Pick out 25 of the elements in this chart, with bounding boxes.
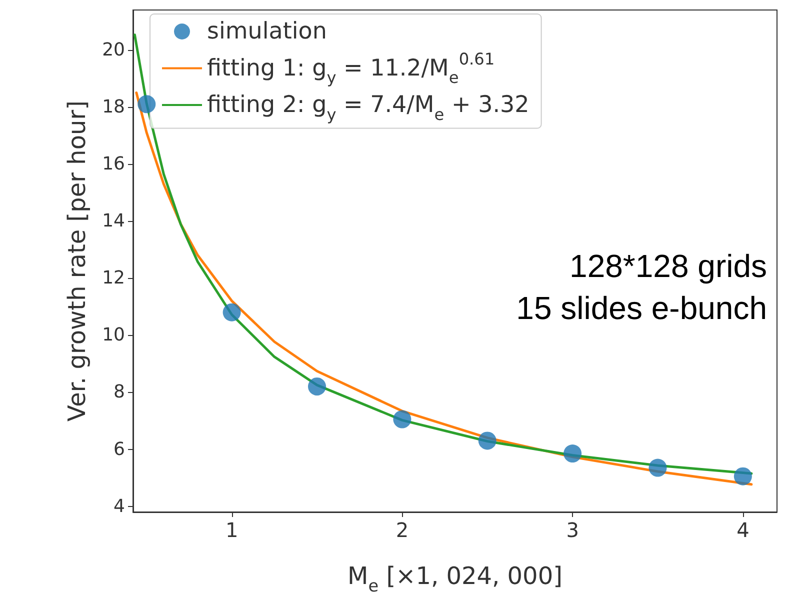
- point: [393, 410, 412, 428]
- x-tick-label: 3: [566, 518, 579, 542]
- y-tick-label: 20: [102, 39, 125, 60]
- point: [308, 378, 326, 396]
- legend-label: simulation: [207, 18, 327, 44]
- y-tick-label: 18: [102, 96, 125, 118]
- point: [648, 458, 667, 477]
- y-tick-label: 16: [102, 154, 125, 175]
- y-tick-label: 10: [102, 324, 125, 346]
- annotation: 15 slides e-bunch: [516, 290, 767, 326]
- y-tick-label: 12: [102, 268, 125, 289]
- point: [222, 303, 241, 322]
- point: [734, 467, 752, 486]
- y-tick-label: 8: [114, 382, 125, 403]
- point: [564, 444, 582, 463]
- y-axis-title: Ver. growth rate [per hour]: [63, 100, 91, 422]
- point: [138, 95, 156, 114]
- y-tick-label: 14: [102, 210, 125, 232]
- x-tick-label: 4: [736, 518, 750, 542]
- x-tick-label: 1: [225, 518, 238, 542]
- annotation: 128*128 grids: [570, 248, 767, 284]
- y-tick-label: 6: [114, 438, 125, 460]
- x-tick-label: 2: [396, 518, 409, 542]
- point: [478, 432, 496, 450]
- y-tick-label: 4: [114, 496, 125, 517]
